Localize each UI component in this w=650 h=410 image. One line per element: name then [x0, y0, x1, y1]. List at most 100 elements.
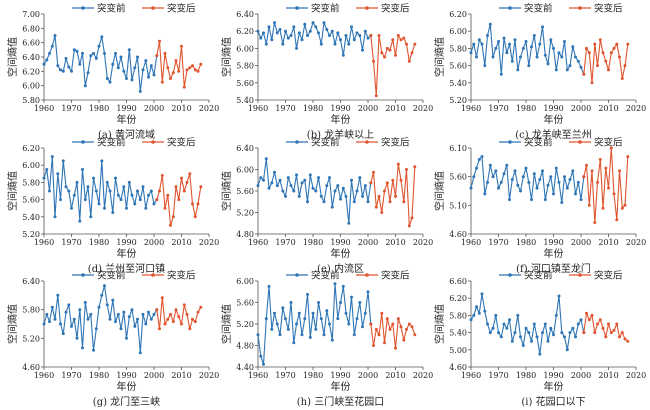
panel-caption: (g) 龙门至三峡 — [93, 395, 160, 408]
data-point-before — [574, 55, 577, 59]
data-point-before — [336, 184, 340, 188]
data-point-before — [552, 192, 555, 196]
legend-marker-after — [151, 273, 155, 277]
data-point-before — [270, 38, 274, 42]
series-line-after — [583, 147, 629, 224]
y-axis-title: 空间熵值 — [220, 304, 233, 344]
data-point-after — [604, 59, 608, 63]
x-axis-title: 年份 — [117, 113, 137, 126]
data-point-after — [177, 198, 181, 202]
data-point-after — [407, 322, 411, 326]
data-point-after — [383, 189, 386, 193]
y-tick-label: 6.80 — [22, 24, 40, 33]
data-point-after — [598, 38, 602, 42]
data-point-before — [136, 189, 139, 193]
data-point-before — [262, 362, 265, 366]
data-point-before — [314, 189, 318, 193]
data-point-after — [609, 146, 613, 150]
data-point-before — [355, 317, 359, 321]
data-point-after — [585, 163, 588, 167]
data-point-before — [278, 178, 282, 182]
legend-label-before: 突变前 — [97, 270, 126, 282]
data-point-before — [292, 189, 296, 193]
data-point-before — [256, 333, 260, 337]
data-point-before — [61, 69, 65, 73]
x-tick-label: 2000 — [358, 104, 378, 113]
data-point-after — [374, 327, 378, 331]
data-point-before — [557, 180, 561, 184]
data-point-before — [508, 198, 511, 202]
data-point-before — [568, 178, 572, 181]
data-point-before — [264, 157, 268, 161]
data-point-before — [111, 62, 115, 66]
legend-label-before: 突变前 — [311, 3, 340, 15]
legend-marker-after — [151, 6, 155, 10]
data-point-before — [497, 331, 500, 335]
data-point-before — [344, 311, 348, 315]
legend-marker-after — [365, 140, 369, 144]
x-axis-title: 年份 — [544, 247, 564, 260]
data-point-before — [264, 42, 268, 46]
data-point-before — [127, 315, 131, 319]
data-point-before — [469, 318, 473, 322]
data-point-before — [42, 322, 46, 326]
legend-label-after: 突变后 — [381, 3, 410, 15]
data-point-before — [483, 192, 487, 196]
y-tick-label: 4.60 — [449, 363, 467, 372]
data-point-before — [259, 176, 263, 180]
data-point-before — [262, 178, 265, 182]
data-point-before — [519, 335, 522, 339]
data-point-before — [105, 180, 109, 184]
data-point-before — [144, 322, 148, 326]
data-point-after — [188, 172, 192, 176]
data-point-after — [196, 310, 200, 314]
data-point-before — [138, 89, 142, 93]
data-point-before — [325, 28, 329, 31]
data-point-before — [48, 320, 51, 324]
y-tick-label: 4.60 — [449, 230, 467, 239]
data-point-before — [97, 202, 101, 206]
data-point-after — [177, 315, 181, 319]
data-point-after — [391, 322, 395, 326]
data-point-after — [607, 186, 610, 190]
y-tick-label: 5.80 — [449, 311, 467, 320]
data-point-before — [350, 25, 353, 29]
x-tick-label: 2010 — [598, 104, 618, 113]
data-point-before — [475, 55, 478, 59]
legend-marker-before — [295, 6, 299, 10]
data-point-before — [527, 180, 531, 184]
y-axis-title: 空间熵值 — [6, 304, 19, 344]
data-point-before — [97, 305, 101, 309]
series-line-before — [257, 283, 372, 365]
x-axis-title: 年份 — [544, 380, 564, 393]
data-point-before — [521, 344, 525, 347]
data-point-before — [273, 170, 276, 174]
data-point-after — [413, 42, 417, 46]
y-axis-title: 空间熵值 — [433, 304, 446, 344]
series-line-before — [470, 293, 585, 355]
data-point-before — [297, 311, 301, 315]
data-point-after — [155, 54, 159, 58]
data-point-before — [70, 324, 73, 328]
data-point-after — [169, 223, 172, 227]
data-point-after — [582, 72, 586, 76]
data-point-after — [155, 308, 159, 312]
data-point-before — [111, 298, 115, 302]
data-point-after — [407, 59, 411, 63]
data-point-before — [347, 42, 351, 46]
data-point-before — [59, 322, 62, 326]
panel-caption: (c) 龙羊峡至兰州 — [515, 128, 592, 141]
y-tick-label: 6.10 — [449, 144, 467, 153]
y-tick-label: 6.20 — [236, 27, 254, 36]
data-point-after — [163, 206, 167, 210]
data-point-after — [593, 221, 597, 224]
x-tick-label: 1990 — [543, 104, 563, 113]
data-point-before — [289, 34, 293, 37]
series-line-before — [470, 156, 585, 204]
data-point-after — [380, 211, 384, 214]
data-point-after — [596, 322, 599, 326]
data-point-before — [61, 332, 65, 336]
data-point-after — [372, 344, 375, 347]
subplot-8: 突变前 突变后 1960 1970 1980 1990 2000 2010 2020 4.40 4.… — [220, 270, 433, 409]
x-tick-label: 2010 — [598, 371, 618, 380]
